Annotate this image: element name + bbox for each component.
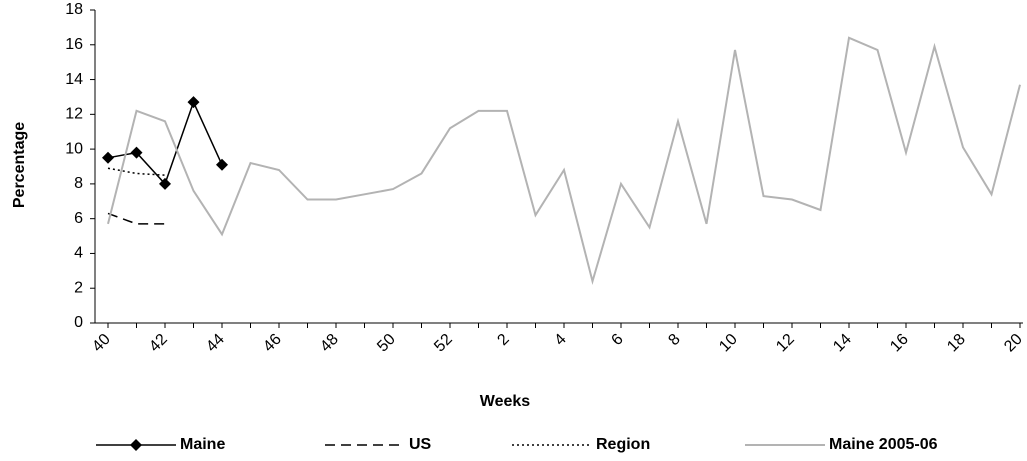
x-tick-label: 52 (431, 331, 456, 356)
y-axis-label: Percentage (11, 122, 28, 208)
x-tick-label: 44 (203, 331, 228, 356)
y-tick-label: 0 (74, 314, 83, 331)
x-tick-label: 20 (1001, 331, 1026, 356)
legend-marker (130, 439, 142, 451)
x-tick-label: 10 (716, 331, 741, 356)
y-tick-label: 2 (74, 279, 83, 296)
x-tick-label: 4 (551, 331, 569, 349)
marker (130, 146, 143, 159)
x-tick-label: 6 (608, 331, 626, 349)
x-tick-label: 46 (260, 331, 285, 356)
x-tick-label: 48 (317, 331, 342, 356)
x-tick-label: 18 (944, 331, 969, 356)
series-line (107, 36, 1021, 286)
y-tick-label: 14 (65, 71, 83, 88)
y-tick-label: 4 (74, 245, 83, 262)
legend-label: US (409, 436, 432, 453)
marker (216, 158, 228, 171)
x-tick-label: 12 (773, 331, 798, 356)
series-line (107, 212, 165, 225)
y-tick-label: 16 (65, 36, 83, 53)
legend-label: Maine (180, 436, 225, 453)
series-line (107, 100, 223, 186)
y-tick-label: 6 (74, 210, 83, 227)
x-tick-label: 40 (89, 331, 114, 356)
x-tick-label: 8 (665, 331, 683, 349)
x-tick-label: 2 (494, 331, 512, 349)
x-tick-label: 14 (830, 331, 855, 356)
marker (187, 96, 200, 109)
marker (102, 151, 114, 164)
x-axis-label: Weeks (480, 393, 531, 410)
x-tick-label: 42 (146, 331, 171, 356)
y-tick-label: 10 (65, 140, 83, 157)
legend-label: Maine 2005-06 (829, 436, 938, 453)
x-tick-label: 50 (374, 331, 399, 356)
legend-label: Region (596, 436, 650, 453)
x-tick-label: 16 (887, 331, 912, 356)
y-tick-label: 12 (65, 106, 83, 123)
y-tick-label: 18 (65, 1, 83, 18)
marker (159, 177, 171, 190)
y-tick-label: 8 (74, 175, 83, 192)
